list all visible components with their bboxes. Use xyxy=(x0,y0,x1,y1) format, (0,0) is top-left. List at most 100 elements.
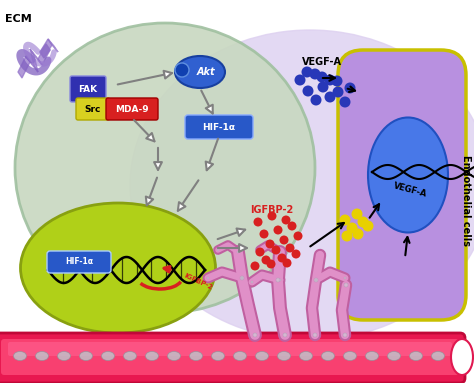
Ellipse shape xyxy=(130,30,474,340)
Circle shape xyxy=(344,283,348,287)
Circle shape xyxy=(276,278,280,282)
Ellipse shape xyxy=(20,203,216,333)
Text: Src: Src xyxy=(85,105,101,113)
Ellipse shape xyxy=(368,118,448,232)
Circle shape xyxy=(253,333,257,337)
Circle shape xyxy=(259,229,268,239)
Circle shape xyxy=(343,333,347,337)
Circle shape xyxy=(251,281,253,283)
Circle shape xyxy=(293,231,302,241)
Circle shape xyxy=(277,254,286,262)
Text: MDA-9: MDA-9 xyxy=(115,105,149,113)
Circle shape xyxy=(266,260,275,268)
Circle shape xyxy=(262,255,271,265)
Circle shape xyxy=(301,67,312,77)
Ellipse shape xyxy=(255,352,268,360)
Circle shape xyxy=(325,92,336,103)
Circle shape xyxy=(255,247,264,257)
Text: HIF-1α: HIF-1α xyxy=(65,257,93,267)
Ellipse shape xyxy=(431,352,445,360)
Ellipse shape xyxy=(234,352,246,360)
Circle shape xyxy=(267,211,276,221)
Ellipse shape xyxy=(36,352,48,360)
Ellipse shape xyxy=(344,352,356,360)
Ellipse shape xyxy=(167,352,181,360)
Circle shape xyxy=(310,95,321,105)
Polygon shape xyxy=(18,56,30,78)
Circle shape xyxy=(292,249,301,259)
Polygon shape xyxy=(48,39,58,52)
Circle shape xyxy=(175,63,189,77)
Ellipse shape xyxy=(300,352,312,360)
FancyBboxPatch shape xyxy=(185,115,253,139)
Circle shape xyxy=(325,75,336,85)
Ellipse shape xyxy=(57,352,71,360)
FancyBboxPatch shape xyxy=(338,50,466,320)
Circle shape xyxy=(341,231,353,242)
Text: HIF-1α: HIF-1α xyxy=(202,123,236,131)
Circle shape xyxy=(313,333,317,337)
Polygon shape xyxy=(40,39,52,58)
Ellipse shape xyxy=(190,352,202,360)
Circle shape xyxy=(345,82,356,93)
Circle shape xyxy=(265,239,274,249)
Circle shape xyxy=(273,226,283,234)
Text: VEGF-A: VEGF-A xyxy=(302,57,342,67)
Circle shape xyxy=(346,223,357,234)
Ellipse shape xyxy=(321,352,335,360)
Circle shape xyxy=(310,69,320,80)
Circle shape xyxy=(288,221,297,231)
Circle shape xyxy=(237,251,239,253)
Polygon shape xyxy=(30,49,42,65)
Text: Akt: Akt xyxy=(197,67,215,77)
Circle shape xyxy=(272,246,281,254)
Circle shape xyxy=(314,278,318,282)
Text: Endothelial cells: Endothelial cells xyxy=(461,154,471,246)
FancyBboxPatch shape xyxy=(47,251,111,273)
FancyBboxPatch shape xyxy=(1,339,459,375)
Circle shape xyxy=(332,87,344,98)
Circle shape xyxy=(217,249,219,251)
Circle shape xyxy=(207,277,209,279)
Circle shape xyxy=(294,75,306,85)
Circle shape xyxy=(363,221,374,231)
Circle shape xyxy=(259,249,261,251)
Circle shape xyxy=(315,279,317,281)
Circle shape xyxy=(331,75,343,87)
Text: FAK: FAK xyxy=(78,85,98,93)
Ellipse shape xyxy=(101,352,115,360)
Ellipse shape xyxy=(410,352,422,360)
Circle shape xyxy=(241,277,243,279)
FancyBboxPatch shape xyxy=(76,98,110,120)
Ellipse shape xyxy=(277,352,291,360)
FancyBboxPatch shape xyxy=(106,98,158,120)
Circle shape xyxy=(344,277,346,279)
Circle shape xyxy=(283,259,292,267)
Text: IGFBP-2: IGFBP-2 xyxy=(250,205,293,215)
FancyBboxPatch shape xyxy=(70,76,106,102)
Polygon shape xyxy=(30,49,38,72)
Circle shape xyxy=(254,218,263,226)
Ellipse shape xyxy=(388,352,401,360)
Ellipse shape xyxy=(365,352,379,360)
Ellipse shape xyxy=(13,352,27,360)
Circle shape xyxy=(317,72,328,82)
Ellipse shape xyxy=(80,352,92,360)
Circle shape xyxy=(282,216,291,224)
Circle shape xyxy=(285,244,294,252)
Text: VEGF-A: VEGF-A xyxy=(392,181,428,199)
Ellipse shape xyxy=(211,352,225,360)
Ellipse shape xyxy=(451,339,473,375)
Circle shape xyxy=(250,262,259,270)
Polygon shape xyxy=(26,56,38,72)
Text: ECM: ECM xyxy=(5,14,32,24)
Polygon shape xyxy=(40,44,50,58)
Circle shape xyxy=(339,214,350,226)
Circle shape xyxy=(280,236,289,244)
FancyBboxPatch shape xyxy=(0,333,465,383)
Ellipse shape xyxy=(124,352,137,360)
Circle shape xyxy=(352,208,363,219)
FancyBboxPatch shape xyxy=(8,342,452,356)
Circle shape xyxy=(318,82,328,93)
Circle shape xyxy=(283,333,287,337)
